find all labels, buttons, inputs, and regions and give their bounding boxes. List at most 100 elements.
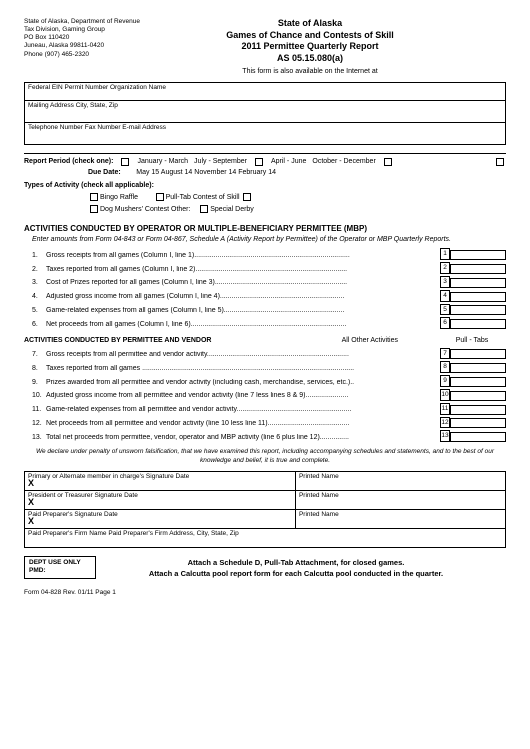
lbl-other: Other: — [171, 206, 190, 213]
due2: August 14 — [161, 169, 193, 176]
n10: 10. — [32, 392, 46, 400]
checkbox-q3a[interactable] — [255, 158, 263, 166]
agency-l4: Juneau, Alaska 99811-0420 — [24, 42, 154, 50]
agency-l5: Phone (907) 465-2320 — [24, 51, 154, 59]
v6[interactable] — [450, 319, 506, 329]
activity-types-label: Types of Activity (check all applicable)… — [24, 182, 154, 189]
checkbox-q3b[interactable] — [384, 158, 392, 166]
dept-l2: PMD: — [29, 567, 91, 575]
title-4: AS 05.15.080(a) — [154, 53, 466, 65]
sig-3a[interactable]: Paid Preparer's Signature DateX — [25, 510, 295, 528]
section-a-heading: ACTIVITIES CONDUCTED BY OPERATOR OR MULT… — [24, 224, 506, 234]
n3: 3. — [32, 279, 46, 287]
checkbox-dog[interactable] — [90, 205, 98, 213]
agency-l3: PO Box 110420 — [24, 34, 154, 42]
title-3: 2011 Permittee Quarterly Report — [154, 41, 466, 53]
q2-label: July - September — [194, 158, 247, 166]
identity-box: Federal EIN Permit Number Organization N… — [24, 82, 506, 145]
form-footer: Form 04-828 Rev. 01/11 Page 1 — [24, 589, 506, 597]
t6: Net proceeds from all games (Column I, l… — [46, 321, 438, 329]
box-row-1[interactable]: Federal EIN Permit Number Organization N… — [25, 83, 505, 101]
col-right: Pull - Tabs — [438, 337, 506, 345]
checkbox-q1[interactable] — [121, 158, 129, 166]
bottom-row: DEPT USE ONLY PMD: Attach a Schedule D, … — [24, 548, 506, 579]
v1[interactable] — [450, 250, 506, 260]
v3[interactable] — [450, 278, 506, 288]
v12[interactable] — [450, 418, 506, 428]
t5: Game-related expenses from all games (Co… — [46, 307, 438, 315]
n7: 7. — [32, 351, 46, 359]
line-2: 2.Taxes reported from all games (Column … — [32, 262, 506, 274]
box-row-2[interactable]: Mailing Address City, State, Zip — [25, 101, 505, 123]
lbl-pulltab: Pull-Tab — [166, 194, 191, 201]
sig-4[interactable]: Paid Preparer's Firm Name Paid Preparer'… — [25, 529, 505, 547]
sig-2b[interactable]: Printed Name — [295, 491, 505, 509]
c2: 2 — [440, 262, 450, 274]
checkbox-pulltab[interactable] — [156, 193, 164, 201]
t3: Cost of Prizes reported for all games (C… — [46, 279, 438, 287]
n1: 1. — [32, 252, 46, 260]
checkbox-bingo[interactable] — [90, 193, 98, 201]
due4: February 14 — [238, 169, 276, 176]
header-spacer — [466, 18, 506, 76]
sig-3b[interactable]: Printed Name — [295, 510, 505, 528]
v2[interactable] — [450, 264, 506, 274]
checkbox-skill[interactable] — [243, 193, 251, 201]
v10[interactable] — [450, 391, 506, 401]
c1: 1 — [440, 248, 450, 260]
t7: Gross receipts from all permittee and ve… — [46, 351, 438, 359]
section-a-lines: 1.Gross receipts from all games (Column … — [24, 248, 506, 329]
x-mark-2: X — [28, 497, 34, 508]
v8[interactable] — [450, 363, 506, 373]
c6: 6 — [440, 317, 450, 329]
attach-l1: Attach a Schedule D, Pull-Tab Attachment… — [116, 558, 476, 569]
line-10: 10.Adjusted gross income from all permit… — [32, 389, 506, 401]
sig-2a[interactable]: President or Treasurer Signature DateX — [25, 491, 295, 509]
v4[interactable] — [450, 292, 506, 302]
c7: 7 — [440, 348, 450, 360]
sig-1a-lbl: Primary or Alternate member in charge's … — [28, 473, 189, 480]
agency-address: State of Alaska, Department of Revenue T… — [24, 18, 154, 76]
c11: 11 — [440, 403, 450, 415]
line-11: 11.Game-related expenses from all permit… — [32, 403, 506, 415]
activity-types: Types of Activity (check all applicable)… — [24, 182, 506, 215]
n6: 6. — [32, 321, 46, 329]
v7[interactable] — [450, 349, 506, 359]
v5[interactable] — [450, 305, 506, 315]
internet-note: This form is also available on the Inter… — [154, 67, 466, 76]
n2: 2. — [32, 266, 46, 274]
section-b-heading: ACTIVITIES CONDUCTED BY PERMITTEE AND VE… — [24, 337, 342, 345]
c12: 12 — [440, 417, 450, 429]
n12: 12. — [32, 420, 46, 428]
line-6: 6.Net proceeds from all games (Column I,… — [32, 317, 506, 329]
n4: 4. — [32, 293, 46, 301]
v9[interactable] — [450, 377, 506, 387]
v11[interactable] — [450, 405, 506, 415]
x-mark-1: X — [28, 478, 34, 489]
box-row-3[interactable]: Telephone Number Fax Number E-mail Addre… — [25, 123, 505, 145]
sig-1b-lbl: Printed Name — [299, 473, 339, 480]
x-mark-3: X — [28, 516, 34, 527]
sig-1a[interactable]: Primary or Alternate member in charge's … — [25, 472, 295, 490]
section-a-note: Enter amounts from Form 04-843 or Form 0… — [32, 236, 506, 244]
q3a-label: April - June — [271, 158, 306, 166]
sig-3b-lbl: Printed Name — [299, 511, 339, 518]
sig-row-1: Primary or Alternate member in charge's … — [25, 472, 505, 491]
sig-2b-lbl: Printed Name — [299, 492, 339, 499]
lbl-derby: Special Derby — [210, 206, 254, 213]
sig-1b[interactable]: Printed Name — [295, 472, 505, 490]
due1: May 15 — [136, 169, 159, 176]
n11: 11. — [32, 406, 46, 414]
q3b-label: October - December — [312, 158, 375, 166]
due-dates: Due Date: May 15 August 14 November 14 F… — [88, 169, 506, 177]
header: State of Alaska, Department of Revenue T… — [24, 18, 506, 76]
declaration: We declare under penalty of unsworn fals… — [34, 448, 496, 465]
c4: 4 — [440, 290, 450, 302]
v13[interactable] — [450, 432, 506, 442]
checkbox-other[interactable] — [200, 205, 208, 213]
agency-l2: Tax Division, Gaming Group — [24, 26, 154, 34]
form-title: State of Alaska Games of Chance and Cont… — [154, 18, 466, 76]
c13: 13 — [440, 430, 450, 442]
checkbox-end[interactable] — [496, 158, 504, 166]
sig-row-3: Paid Preparer's Signature DateX Printed … — [25, 510, 505, 529]
